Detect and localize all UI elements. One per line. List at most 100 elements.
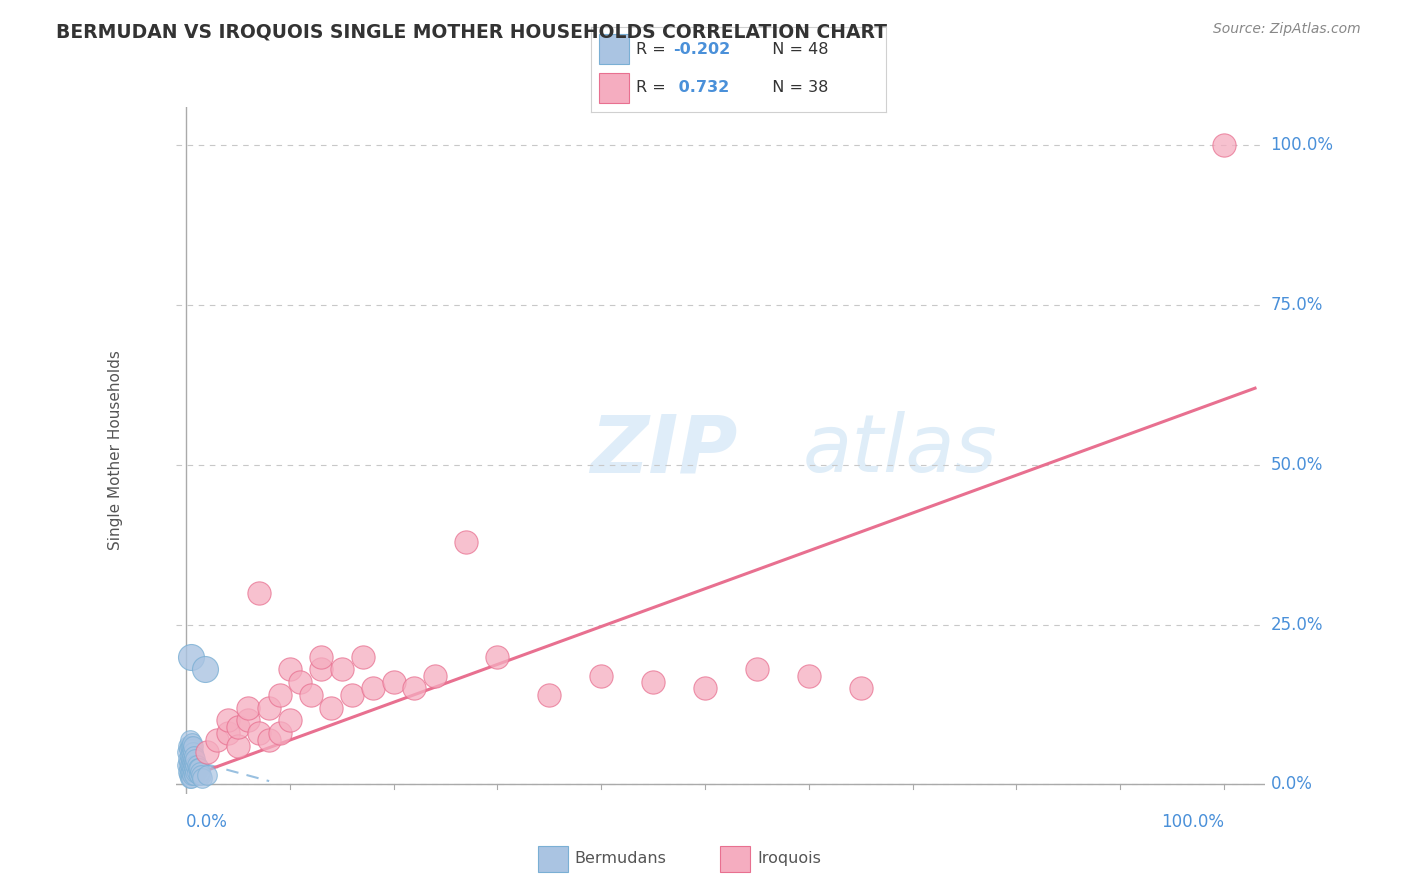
Point (643, 675, 665, 690)
Point (257, 700, 280, 714)
Point (226, 720, 249, 734)
Bar (599, 34, 628, 64)
Point (183, 752, 205, 766)
Point (278, 714, 301, 728)
Point (425, 668, 447, 682)
Point (187, 761, 209, 775)
Point (179, 764, 201, 779)
Point (290, 675, 312, 690)
Point (183, 739, 205, 753)
Text: 0.0%: 0.0% (1271, 775, 1312, 793)
Text: Iroquois: Iroquois (756, 851, 821, 865)
Point (195, 745, 218, 759)
Text: 75.0%: 75.0% (1271, 296, 1323, 314)
Point (238, 714, 260, 728)
Point (330, 662, 353, 676)
Point (181, 755, 204, 769)
Point (184, 764, 207, 779)
Point (217, 726, 239, 740)
Text: ZIP: ZIP (591, 411, 737, 490)
Point (190, 771, 212, 785)
Point (309, 662, 332, 676)
Point (352, 649, 374, 664)
Text: 0.0%: 0.0% (186, 813, 228, 831)
Text: 25.0%: 25.0% (1271, 615, 1323, 633)
Point (797, 668, 820, 682)
Point (180, 649, 202, 664)
Point (180, 771, 202, 785)
Point (183, 768, 205, 782)
Point (538, 688, 561, 702)
Point (745, 662, 768, 676)
Text: atlas: atlas (803, 411, 997, 490)
Text: BERMUDAN VS IROQUOIS SINGLE MOTHER HOUSEHOLDS CORRELATION CHART: BERMUDAN VS IROQUOIS SINGLE MOTHER HOUSE… (56, 22, 887, 41)
Point (404, 681, 426, 696)
Point (179, 761, 201, 775)
Point (486, 649, 509, 664)
Point (269, 688, 291, 702)
Text: R =: R = (637, 80, 671, 95)
Text: 50.0%: 50.0% (1271, 456, 1323, 474)
Text: 0.732: 0.732 (673, 80, 730, 95)
Bar (720, 846, 751, 871)
Text: R =: R = (637, 42, 671, 57)
Point (226, 739, 249, 753)
Point (181, 742, 204, 756)
Point (247, 726, 270, 740)
Point (269, 726, 291, 740)
Point (183, 748, 205, 763)
Point (340, 688, 363, 702)
Point (186, 764, 208, 779)
Point (247, 585, 270, 599)
Text: -0.202: -0.202 (673, 42, 731, 57)
Point (179, 771, 201, 785)
Point (382, 675, 405, 690)
Point (591, 668, 613, 682)
Point (309, 649, 332, 664)
Point (179, 748, 201, 763)
Point (321, 700, 343, 714)
Point (184, 752, 207, 766)
Point (179, 739, 201, 753)
Point (194, 662, 217, 676)
Point (195, 768, 218, 782)
Bar (599, 72, 628, 103)
Point (186, 758, 208, 772)
Point (849, 681, 872, 696)
Point (179, 732, 201, 747)
Point (183, 758, 205, 772)
Point (1212, 138, 1234, 153)
Point (693, 681, 716, 696)
Text: 100.0%: 100.0% (1271, 136, 1333, 154)
Point (456, 534, 478, 549)
Point (179, 755, 201, 769)
Point (176, 745, 198, 759)
Point (181, 748, 204, 763)
Point (176, 758, 198, 772)
Point (183, 745, 205, 759)
Text: Source: ZipAtlas.com: Source: ZipAtlas.com (1213, 22, 1361, 37)
Point (180, 739, 202, 753)
Point (187, 768, 209, 782)
Point (257, 732, 280, 747)
Point (238, 700, 260, 714)
Point (183, 755, 205, 769)
Text: Single Mother Households: Single Mother Households (108, 351, 124, 550)
Text: 100.0%: 100.0% (1161, 813, 1223, 831)
Point (180, 758, 202, 772)
Point (179, 768, 201, 782)
Point (184, 758, 207, 772)
Point (177, 764, 200, 779)
Point (177, 752, 200, 766)
Point (180, 764, 202, 779)
Point (278, 662, 301, 676)
Point (186, 761, 209, 775)
Point (180, 752, 202, 766)
Point (183, 761, 205, 775)
Bar (537, 846, 568, 871)
Point (181, 736, 204, 750)
Point (188, 764, 211, 779)
Point (179, 758, 201, 772)
Point (181, 761, 204, 775)
Point (180, 745, 202, 759)
